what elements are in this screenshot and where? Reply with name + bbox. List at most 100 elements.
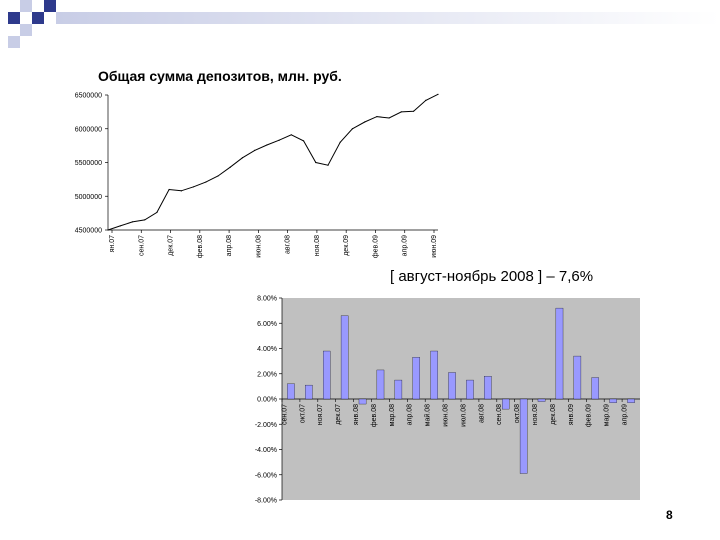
page-number: 8	[666, 508, 673, 522]
bar-апр.08	[412, 357, 420, 400]
period-caption: [ август-ноябрь 2008 ] – 7,6%	[390, 268, 594, 285]
deposits-data-point	[266, 144, 268, 146]
bar-x-tick-label: апр.08	[407, 404, 414, 425]
bar-янв.08	[358, 398, 367, 405]
bar-y-tick-label: -6.00%	[255, 472, 277, 479]
corner-square-light-3	[8, 36, 20, 48]
deposits-data-point	[205, 181, 207, 183]
bar-x-tick-label: авг.08	[478, 404, 485, 423]
bar-авг.08	[484, 376, 492, 400]
deposits-data-point	[315, 161, 317, 164]
deposits-data-point	[180, 190, 182, 192]
line-chart-title: Общая сумма депозитов, млн. руб.	[98, 68, 342, 84]
deposits-data-point	[302, 140, 305, 142]
bar-y-tick-label: 4.00%	[257, 346, 277, 353]
bar-x-tick-label: окт.08	[514, 404, 521, 423]
line-x-axis: ян.07 сен.07 дек.07 фев.08 апр.08 июн.08 авг.0…	[109, 230, 438, 258]
line-x-tick-label: апр.09	[402, 235, 409, 256]
monthly-change-bar-chart: -8.00% -6.00% -4.00% -2.00% 0.00% 2.00% 4.00% 6…	[255, 296, 640, 505]
bar-x-tick-label: май.08	[424, 404, 432, 426]
bar-y-tick-label: -4.00%	[255, 447, 277, 454]
bar-y-tick-label: 2.00%	[257, 371, 277, 378]
deposits-data-point	[339, 141, 341, 143]
bar-x-tick-label: янв.08	[353, 404, 360, 425]
bar-май.08	[430, 350, 438, 400]
deposits-data-point	[364, 121, 366, 123]
corner-square-light-1	[20, 0, 32, 12]
bar-y-tick-label: -8.00%	[255, 498, 277, 505]
bar-ноя.07	[323, 350, 331, 400]
deposits-data-point	[278, 139, 280, 141]
bar-x-tick-label: фев.09	[586, 404, 593, 427]
deposits-data-point	[290, 134, 292, 136]
deposits-data-point	[376, 116, 378, 118]
bar-series-group	[287, 307, 635, 474]
bar-x-tick-label: дек.07	[335, 404, 342, 425]
bar-x-tick-label: дек.08	[550, 404, 557, 425]
line-x-tick-label: фев.08	[197, 235, 204, 258]
bar-x-tick-label: сен.07	[281, 404, 288, 425]
line-x-tick-label: фев.09	[372, 235, 379, 258]
line-x-tick-label: дек.07	[168, 235, 175, 256]
bar-дек.08	[555, 307, 564, 400]
line-x-tick-label: авг.08	[285, 235, 292, 254]
deposits-data-point	[217, 175, 219, 177]
line-y-tick-label: 5500000	[75, 160, 102, 167]
deposits-series-line	[107, 93, 439, 231]
bar-апр.09	[627, 398, 635, 403]
bar-мар.08	[394, 379, 403, 400]
bar-фев.09	[591, 377, 599, 400]
bar-x-tick-label: июн.08	[442, 404, 449, 427]
deposits-data-point	[241, 157, 244, 159]
corner-square-dark-2	[32, 12, 44, 24]
line-x-tick-label: июн.09	[431, 235, 438, 258]
bar-янв.09	[573, 355, 582, 400]
bar-x-tick-label: апр.09	[621, 404, 628, 425]
bar-y-tick-label: 8.00%	[257, 296, 277, 303]
bar-фев.08	[376, 369, 385, 400]
deposits-data-point	[192, 186, 195, 188]
deposits-line-chart: Общая сумма депозитов, млн. руб. 4500000…	[75, 68, 439, 258]
line-x-tick-label: апр.08	[226, 235, 233, 256]
deposits-data-point	[119, 225, 121, 227]
deposits-data-point	[327, 164, 329, 166]
bar-июл.08	[466, 379, 474, 400]
bar-x-tick-label: окт.07	[299, 404, 306, 423]
bar-x-tick-label: фев.08	[371, 404, 378, 427]
bar-x-tick-label: ноя.07	[317, 404, 324, 425]
bar-сен.08	[502, 398, 510, 410]
bar-июн.08	[448, 372, 456, 400]
line-x-tick-label: ян.07	[109, 235, 116, 252]
line-series-group	[107, 93, 439, 231]
header-gradient-band	[56, 12, 720, 24]
bar-мар.09	[609, 398, 617, 403]
bar-x-tick-label: сен.08	[496, 404, 503, 425]
deposits-data-point	[388, 117, 390, 119]
bar-x-tick-label: мар.08	[389, 404, 396, 426]
bar-y-tick-label: 6.00%	[257, 321, 277, 328]
deposits-data-point	[144, 219, 146, 221]
bar-x-tick-label: янв.09	[568, 404, 575, 425]
line-x-tick-label: июн.08	[255, 235, 262, 258]
bar-дек.07	[340, 315, 349, 400]
deposits-data-point	[400, 111, 402, 113]
bar-y-tick-label: -2.00%	[255, 422, 277, 429]
line-y-tick-label: 5000000	[75, 194, 102, 201]
deposits-data-point	[425, 99, 427, 101]
deposits-data-point	[156, 211, 158, 214]
deposits-data-point	[131, 221, 134, 223]
bar-сен.07	[287, 383, 295, 400]
deposits-data-point	[254, 149, 256, 151]
bar-y-tick-label: 0.00%	[257, 397, 277, 404]
line-x-tick-label: дек.09	[343, 235, 350, 256]
deposits-data-point	[412, 110, 415, 112]
bar-x-tick-label: июл.08	[460, 404, 467, 427]
line-y-tick-label: 6500000	[75, 93, 102, 100]
deposits-data-point	[107, 229, 109, 231]
deposits-data-point	[351, 128, 354, 130]
bar-x-tick-label: ноя.08	[532, 404, 539, 425]
line-y-tick-label: 4500000	[75, 228, 102, 235]
bar-окт.07	[305, 384, 313, 400]
line-y-axis: 4500000 5000000 5500000 6000000 6500000	[75, 93, 438, 235]
deposits-data-point	[437, 93, 439, 95]
